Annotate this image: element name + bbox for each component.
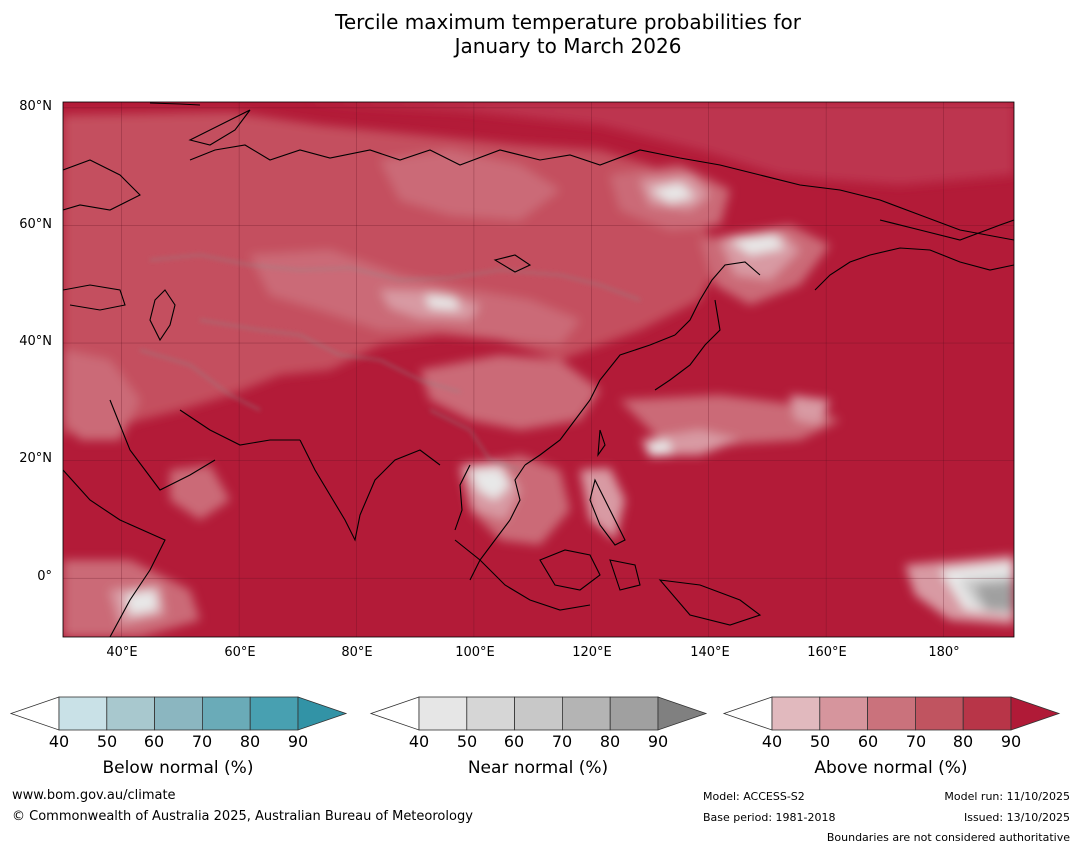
title-line-2: January to March 2026 <box>454 34 682 58</box>
below-colorbar-low-extension <box>9 696 60 731</box>
near-tick-60: 60 <box>503 732 525 751</box>
above-colorbar-high-extension <box>1010 696 1061 731</box>
lat-label-60n: 60°N <box>19 217 52 232</box>
below-colorbar-segment <box>201 696 251 731</box>
above-tick-80: 80 <box>952 732 974 751</box>
below-tick-70: 70 <box>191 732 213 751</box>
above-colorbar-segment <box>915 696 964 731</box>
lat-label-40n: 40°N <box>19 334 52 349</box>
near-colorbar-high-extension <box>657 696 708 731</box>
below-tick-60: 60 <box>143 732 165 751</box>
near-tick-40: 40 <box>408 732 430 751</box>
below-colorbar-segment <box>249 696 299 731</box>
above-colorbar-segment <box>771 696 821 731</box>
lon-label-160e: 160°E <box>807 645 847 660</box>
near-colorbar-segment <box>609 696 659 731</box>
map-frame <box>62 101 1015 638</box>
above-colorbar-low-extension <box>722 696 773 731</box>
below-normal-label: Below normal (%) <box>102 758 254 778</box>
chart-title: Tercile maximum temperature probabilitie… <box>0 10 1081 58</box>
coastlines <box>63 102 1014 637</box>
model-run-text: Model run: 11/10/2025 <box>944 790 1070 803</box>
colorbars <box>9 696 1061 731</box>
probability-field <box>63 102 1014 637</box>
near-colorbar-segment <box>418 696 468 731</box>
lon-label-40e: 40°E <box>106 645 138 660</box>
near-tick-50: 50 <box>456 732 478 751</box>
lat-label-0: 0° <box>37 569 52 584</box>
below-colorbar-segment <box>58 696 108 731</box>
base-period-text: Base period: 1981-2018 <box>703 811 836 824</box>
above-tick-50: 50 <box>809 732 831 751</box>
below-tick-80: 80 <box>239 732 261 751</box>
near-tick-90: 90 <box>647 732 669 751</box>
lon-label-120e: 120°E <box>572 645 612 660</box>
website-link[interactable]: www.bom.gov.au/climate <box>12 788 176 803</box>
above-tick-90: 90 <box>1000 732 1022 751</box>
above-colorbar-segment <box>962 696 1012 731</box>
above-tick-60: 60 <box>857 732 879 751</box>
issued-text: Issued: 13/10/2025 <box>963 811 1070 824</box>
disclaimer-text: Boundaries are not considered authoritat… <box>826 831 1070 844</box>
above-colorbar-segment <box>819 696 868 731</box>
near-colorbar-segment <box>514 696 563 731</box>
model-text: Model: ACCESS-S2 <box>703 790 805 803</box>
lon-label-100e: 100°E <box>455 645 495 660</box>
map-plot-area <box>63 102 1014 637</box>
near-tick-80: 80 <box>599 732 621 751</box>
above-tick-40: 40 <box>761 732 783 751</box>
below-colorbar-segment <box>154 696 203 731</box>
above-normal-label: Above normal (%) <box>814 758 968 778</box>
title-line-1: Tercile maximum temperature probabilitie… <box>335 10 801 34</box>
lon-label-60e: 60°E <box>224 645 256 660</box>
below-colorbar-segment <box>106 696 156 731</box>
lon-label-80e: 80°E <box>341 645 373 660</box>
above-tick-70: 70 <box>905 732 927 751</box>
below-tick-50: 50 <box>96 732 118 751</box>
below-tick-90: 90 <box>287 732 309 751</box>
near-colorbar-segment <box>562 696 611 731</box>
lat-label-20n: 20°N <box>19 451 52 466</box>
near-colorbar-segment <box>466 696 515 731</box>
near-tick-70: 70 <box>551 732 573 751</box>
below-colorbar-high-extension <box>297 696 348 731</box>
copyright-text: © Commonwealth of Australia 2025, Austra… <box>12 809 473 824</box>
above-colorbar-segment <box>867 696 916 731</box>
lat-label-80n: 80°N <box>19 99 52 114</box>
map-graticule <box>63 102 1014 637</box>
lon-label-140e: 140°E <box>690 645 730 660</box>
near-colorbar-low-extension <box>369 696 420 731</box>
below-tick-40: 40 <box>48 732 70 751</box>
lon-label-180: 180° <box>928 645 960 660</box>
near-normal-label: Near normal (%) <box>467 758 609 778</box>
country-borders <box>139 254 641 471</box>
